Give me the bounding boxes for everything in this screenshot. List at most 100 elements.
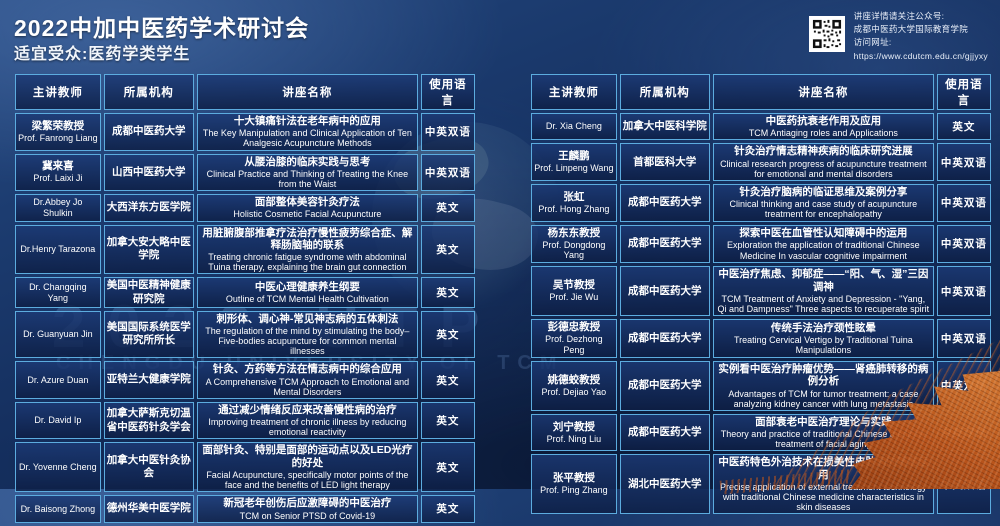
column-header-lecturer: 主讲教师 [15,74,101,110]
lecturer-cell: 张虹 Prof. Hong Zhang [531,183,617,222]
lecture-title-cn: 面部针灸、特别是面部的运动点以及LED光疗的好处 [202,444,413,469]
column-header-institution: 所属机构 [103,74,194,110]
lecture-title-cell: 通过减少情绪反应来改善慢性病的治疗 Improving treatment of… [196,401,418,440]
lecturer-name-cn: 梁繁荣教授 [31,119,85,132]
language-cell: 中英双语 [936,360,991,411]
lecture-title-cn: 面部衰老中医治疗理论与实践 [755,415,892,428]
institution-cell: 成都中医药大学 [619,360,710,411]
lecture-title-cell: 面部针灸、特别是面部的运动点以及LED光疗的好处 Facial Acupunct… [196,442,418,493]
lecture-title-en: Facial Acupuncture, specifically motor p… [206,470,409,491]
qr-info-line-3: 访问网址: [853,37,892,48]
table-header-row: 主讲教师 所属机构 讲座名称 使用语言 [531,74,991,110]
lecturer-name-cn: 姚德蛟教授 [547,373,601,386]
lecture-title-cn: 通过减少情绪反应来改善慢性病的治疗 [218,403,397,416]
lecture-table-right: 主讲教师 所属机构 讲座名称 使用语言 Dr. Xia Cheng 加拿大中医科… [528,71,994,517]
language-cell: 英文 [420,361,475,399]
lecture-title-cn: 针灸治疗情志精神疾病的临床研究进展 [734,145,913,158]
lecture-title-en: Exploration the application of tradition… [727,240,920,261]
lecture-title-cn: 传统手法治疗颈性眩晕 [770,321,876,334]
lecture-title-cell: 探索中医在血管性认知障碍中的运用 Exploration the applica… [712,224,934,264]
language-cell: 英文 [420,442,475,493]
table-row: Dr. Xia Cheng 加拿大中医科学院 中医药抗衰老作用及应用 TCM A… [531,113,991,141]
lecturer-name-en: Dr. Baisong Zhong [20,503,96,514]
lecture-title-cell: 中医治疗焦虑、抑郁症——“阳、气、湿”三因调神 TCM Treatment of… [712,266,934,317]
lecture-title-en: Clinical Practice and Thinking of Treati… [206,168,409,189]
lecturer-name-en: Prof. Hong Zhang [538,203,610,214]
institution-cell: 成都中医药大学 [619,413,710,452]
lecture-title-en: A Comprehensive TCM Approach to Emotiona… [205,376,410,397]
lecture-title-cn: 刺形体、调心神-常见神志病的五体刺法 [216,312,399,325]
institution-cell: 成都中医药大学 [619,266,710,317]
language-cell: 英文 [420,194,475,222]
language-cell: 中英双语 [936,224,991,264]
table-row: 梁繁荣教授 Prof. Fanrong Liang 成都中医药大学 十大镇痛针法… [15,113,475,151]
lecturer-name-cn: 彭德忠教授 [547,321,601,334]
lecturer-name-cn: 冀来喜 [42,160,74,173]
lecturer-name-cn: 杨东东教授 [547,226,601,239]
institution-cell: 加拿大萨斯克切温省中医药针灸学会 [103,401,194,440]
audience-label: 适宜受众:医药学类学生 [14,46,191,63]
lecturer-name-en: Prof. Ping Zhang [540,485,608,496]
qr-code [808,16,845,52]
lecture-title-en: Advantages of TCM for tumor treatment: a… [728,388,919,409]
lecture-title-en: Improving treatment of chronic illness b… [208,417,407,438]
table-row: 王麟鹏 Prof. Linpeng Wang 首都医科大学 针灸治疗情志精神疾病… [531,143,991,181]
lecture-title-cell: 从腰治膝的临床实践与思考 Clinical Practice and Think… [196,153,418,192]
language-cell: 中英双语 [936,413,991,452]
lecturer-cell: 刘宁教授 Prof. Ning Liu [531,413,617,452]
lecturer-cell: Dr. Baisong Zhong [15,495,101,523]
page-title: 2022中加中医药学术研讨会 [14,15,310,41]
lecture-title-cell: 新冠老年创伤后应激障碍的中医治疗 TCM on Senior PTSD of C… [196,495,418,523]
lecturer-cell: 梁繁荣教授 Prof. Fanrong Liang [15,113,101,151]
column-header-lecture-title: 讲座名称 [712,74,934,110]
lecturer-name-cn: 王麟鹏 [558,150,590,163]
table-row: Dr. Yovenne Cheng 加拿大中医针灸协会 面部针灸、特别是面部的运… [15,442,475,493]
lecturer-name-en: Prof. Laixi Ji [33,173,83,184]
table-row: 刘宁教授 Prof. Ning Liu 成都中医药大学 面部衰老中医治疗理论与实… [531,413,991,452]
lecturer-cell: 吴节教授 Prof. Jie Wu [531,266,617,317]
lecturer-name-en: Dr. Guanyuan Jin [23,329,93,340]
lecturer-name-cn: 刘宁教授 [552,420,595,433]
lecture-title-cn: 中医治疗焦虑、抑郁症——“阳、气、湿”三因调神 [718,268,929,293]
language-cell: 英文 [936,113,991,141]
table-row: Dr.Abbey Jo Shulkin 大西洋东方医学院 面部整体美容针灸疗法 … [15,194,475,222]
table-row: Dr. Azure Duan 亚特兰大健康学院 针灸、方药等方法在情志病中的综合… [15,361,475,399]
lecture-title-en: TCM on Senior PTSD of Covid-19 [239,510,376,521]
lecturer-name-en: Prof. Ning Liu [546,433,602,444]
lecture-title-cell: 中医药特色外治技术在损美性皮肤病的精准运用 Precise applicatio… [712,454,934,515]
language-cell: 中英双语 [936,454,991,515]
lecture-title-en: Clinical thinking and case study of acup… [729,199,918,220]
lecture-title-en: TCM Treatment of Anxiety and Depression … [717,293,930,315]
institution-cell: 首都医科大学 [619,143,710,181]
lecture-title-cn: 用脏腑腹部推拿疗法治疗慢性疲劳综合症、解释肠脑轴的联系 [202,226,413,251]
lecture-title-en: Clinical research progress of acupunctur… [720,158,927,179]
qr-info-line-1: 讲座详情请关注公众号: [853,11,945,21]
lecturer-name-cn: 张平教授 [552,472,595,485]
lecture-title-cn: 新冠老年创伤后应激障碍的中医治疗 [223,497,392,510]
institution-cell: 湖北中医药大学 [619,454,710,515]
language-cell: 中英双语 [420,153,475,192]
table-row: Dr. David Ip 加拿大萨斯克切温省中医药针灸学会 通过减少情绪反应来改… [15,401,475,440]
lecture-title-cn: 针灸治疗脑病的临证思维及案例分享 [739,185,908,198]
lecture-title-cell: 用脏腑腹部推拿疗法治疗慢性疲劳综合症、解释肠脑轴的联系 Treating chr… [196,224,418,275]
lecturer-name-en: Dr. Changqing Yang [29,281,87,303]
lecturer-cell: 张平教授 Prof. Ping Zhang [531,454,617,515]
language-cell: 英文 [420,224,475,275]
lecturer-cell: Dr.Abbey Jo Shulkin [15,194,101,222]
lecture-title-cell: 面部衰老中医治疗理论与实践 Theory and practice of tra… [712,413,934,452]
lecturer-name-cn: 吴节教授 [552,279,595,292]
lecture-title-en: TCM Antiaging roles and Applications [748,128,898,139]
institution-cell: 亚特兰大健康学院 [103,361,194,399]
lecture-title-cell: 针灸治疗情志精神疾病的临床研究进展 Clinical research prog… [712,143,934,181]
lecture-title-cell: 针灸治疗脑病的临证思维及案例分享 Clinical thinking and c… [712,183,934,222]
language-cell: 中英双语 [936,319,991,358]
lecture-title-cell: 面部整体美容针灸疗法 Holistic Cosmetic Facial Acup… [196,194,418,222]
lecture-table-left: 主讲教师 所属机构 讲座名称 使用语言 梁繁荣教授 Prof. Fanrong … [12,71,478,526]
column-header-lecturer: 主讲教师 [531,74,617,110]
table-row: 张平教授 Prof. Ping Zhang 湖北中医药大学 中医药特色外治技术在… [531,454,991,515]
lecturer-name-en: Dr. Xia Cheng [545,121,602,132]
lecture-title-cn: 从腰治膝的临床实践与思考 [244,155,371,168]
language-cell: 英文 [420,495,475,523]
lecture-title-cn: 针灸、方药等方法在情志病中的综合应用 [212,363,402,376]
lecturer-cell: 杨东东教授 Prof. Dongdong Yang [531,224,617,264]
